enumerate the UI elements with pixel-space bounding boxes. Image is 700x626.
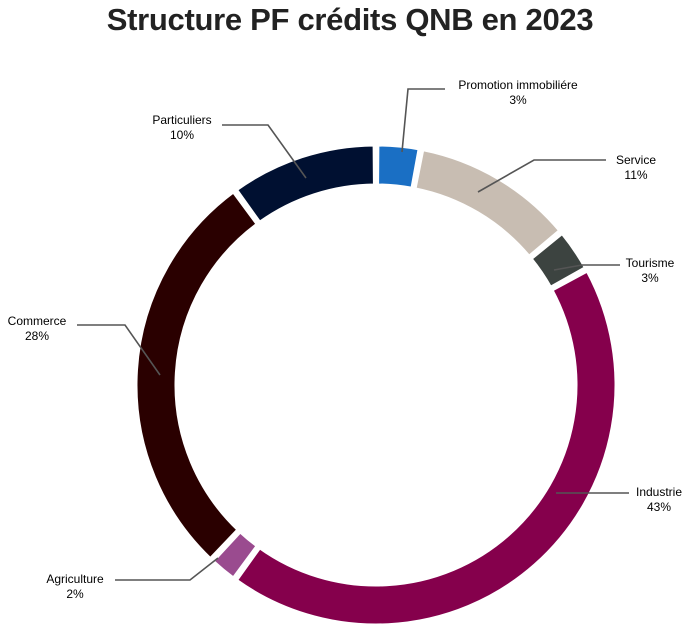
donut-slice-promotion-immobiliere	[376, 143, 421, 190]
slice-value-label: 11%	[624, 168, 647, 182]
slice-category-label: Agriculture	[46, 572, 104, 586]
donut-slice-agriculture	[210, 529, 260, 581]
leader-line-promotion-immobiliere	[401, 88, 445, 153]
donut-slice-commerce	[134, 189, 260, 561]
slice-category-label: Tourisme	[626, 256, 675, 270]
leader-line-particuliers	[222, 124, 307, 179]
donut-slice-industrie	[234, 269, 618, 626]
slice-value-label: 28%	[25, 329, 49, 343]
slice-labels: Promotion immobiliére 3%Service 11%Tourism…	[8, 78, 683, 601]
donut-slice-tourisme	[528, 231, 588, 290]
leader-line-agriculture	[115, 557, 219, 581]
slice-value-label: 10%	[170, 128, 194, 142]
slice-value-label: 2%	[66, 587, 84, 601]
chart-title: Structure PF crédits QNB en 2023	[106, 2, 594, 37]
slice-category-label: Particuliers	[152, 113, 211, 127]
slice-value-label: 3%	[509, 93, 527, 107]
slice-category-label: Industrie	[636, 485, 682, 499]
slice-category-label: Service	[616, 153, 656, 167]
leader-line-commerce	[77, 324, 161, 376]
slice-category-label: Commerce	[8, 314, 67, 328]
slice-label-industrie: Industrie 43%	[636, 485, 682, 514]
slice-label-particuliers: Particuliers 10%	[152, 113, 211, 142]
slice-value-label: 3%	[641, 271, 659, 285]
donut-slice-service	[413, 147, 562, 259]
leader-lines	[77, 88, 629, 581]
slice-value-label: 43%	[647, 500, 671, 514]
slice-label-agriculture: Agriculture 2%	[46, 572, 104, 601]
donut-slices	[134, 143, 618, 626]
leader-line-service	[477, 159, 606, 193]
slice-category-label: Promotion immobiliére	[458, 78, 578, 92]
leader-line-tourisme	[553, 264, 620, 271]
slice-label-promotion-immobiliere: Promotion immobiliére 3%	[458, 78, 578, 107]
slice-label-commerce: Commerce 28%	[8, 314, 67, 343]
donut-slice-particuliers	[234, 143, 376, 225]
slice-label-service: Service 11%	[616, 153, 656, 182]
slice-label-tourisme: Tourisme 3%	[626, 256, 675, 285]
